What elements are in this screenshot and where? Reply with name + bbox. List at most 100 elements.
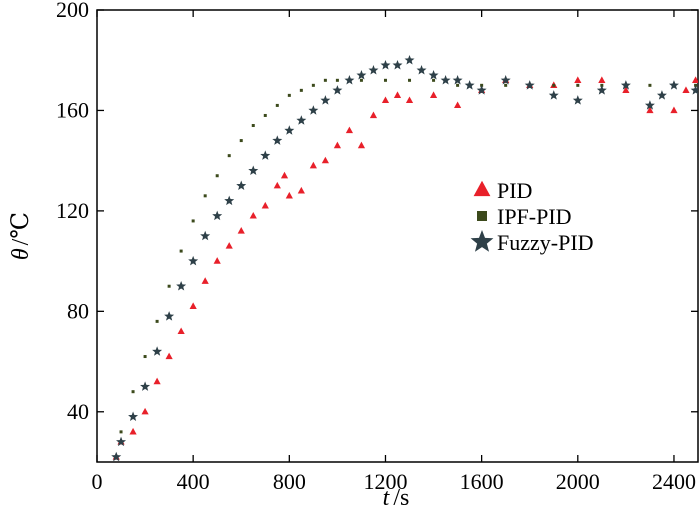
point-pid — [393, 91, 402, 99]
legend-label-pid: PID — [497, 178, 532, 203]
point-ipf-pid — [239, 139, 243, 143]
series-ipf-pid — [114, 78, 698, 459]
point-fuzzy-pid — [308, 105, 319, 115]
axis-ticks: 0 400 800 1200 1600 2000 2400 40 80 120 160 200 — [56, 0, 698, 494]
legend-marker-ipf-pid — [477, 211, 487, 221]
point-fuzzy-pid — [392, 59, 403, 70]
point-fuzzy-pid — [152, 346, 163, 356]
point-fuzzy-pid — [524, 80, 535, 90]
y-tick-label: 120 — [56, 198, 89, 223]
point-pid — [201, 277, 209, 284]
point-ipf-pid — [648, 83, 652, 87]
point-pid — [321, 156, 329, 164]
point-ipf-pid — [504, 83, 508, 87]
point-ipf-pid — [576, 83, 580, 87]
point-fuzzy-pid — [428, 70, 439, 80]
point-pid — [345, 126, 354, 134]
point-fuzzy-pid — [188, 255, 199, 266]
point-fuzzy-pid — [416, 65, 427, 75]
point-ipf-pid — [299, 88, 303, 92]
point-pid — [213, 257, 221, 264]
point-fuzzy-pid — [368, 65, 379, 75]
y-axis-label: θ /℃ — [8, 212, 34, 260]
point-fuzzy-pid — [620, 80, 631, 90]
point-fuzzy-pid — [260, 150, 271, 160]
point-fuzzy-pid — [128, 411, 139, 422]
point-fuzzy-pid — [272, 135, 283, 145]
point-ipf-pid — [191, 219, 195, 223]
point-fuzzy-pid — [236, 180, 247, 191]
point-pid — [237, 227, 245, 234]
x-tick-label: 1600 — [460, 469, 504, 494]
point-ipf-pid — [408, 78, 412, 82]
point-ipf-pid — [335, 78, 339, 82]
point-ipf-pid — [155, 319, 159, 323]
plot-frame — [96, 9, 699, 463]
point-ipf-pid — [251, 124, 255, 128]
point-pid — [598, 76, 606, 83]
y-axis-variable: θ — [8, 248, 34, 260]
point-pid — [670, 106, 678, 114]
point-fuzzy-pid — [656, 90, 667, 100]
point-pid — [357, 141, 366, 149]
point-ipf-pid — [275, 103, 279, 107]
point-ipf-pid — [203, 194, 207, 198]
point-pid — [429, 91, 438, 99]
point-pid — [285, 191, 293, 199]
point-fuzzy-pid — [476, 85, 487, 95]
point-pid — [646, 106, 654, 114]
point-fuzzy-pid — [500, 75, 511, 85]
point-fuzzy-pid — [116, 436, 127, 447]
point-ipf-pid — [383, 78, 387, 82]
legend-label-ipf-pid: IPF-PID — [497, 204, 572, 229]
point-fuzzy-pid — [356, 70, 367, 80]
point-fuzzy-pid — [296, 115, 307, 125]
point-fuzzy-pid — [284, 125, 295, 135]
point-fuzzy-pid — [668, 80, 679, 90]
point-pid — [225, 242, 233, 249]
point-pid — [333, 141, 341, 149]
point-ipf-pid — [167, 284, 171, 288]
x-tick-label: 0 — [92, 469, 103, 494]
point-ipf-pid — [311, 83, 315, 87]
point-pid — [381, 96, 390, 104]
legend-label-fuzzy-pid: Fuzzy-PID — [497, 230, 594, 255]
point-ipf-pid — [119, 430, 123, 434]
point-fuzzy-pid — [248, 165, 259, 175]
series-pid — [112, 76, 698, 460]
legend: PID IPF-PID Fuzzy-PID — [470, 178, 594, 255]
point-pid — [309, 161, 317, 169]
point-ipf-pid — [287, 93, 291, 97]
y-tick-label: 200 — [56, 0, 89, 22]
x-tick-label: 2400 — [652, 469, 696, 494]
point-fuzzy-pid — [464, 80, 475, 90]
point-pid — [189, 302, 197, 309]
point-fuzzy-pid — [200, 230, 211, 241]
y-tick-label: 80 — [67, 298, 89, 323]
x-tick-label: 800 — [273, 469, 306, 494]
point-ipf-pid — [456, 83, 460, 87]
point-fuzzy-pid — [572, 95, 583, 105]
point-pid — [249, 211, 257, 219]
point-fuzzy-pid — [440, 75, 451, 85]
point-fuzzy-pid — [344, 75, 355, 85]
legend-marker-fuzzy-pid — [470, 230, 494, 252]
point-ipf-pid — [179, 249, 183, 253]
point-fuzzy-pid — [596, 85, 607, 95]
series-fuzzy-pid — [111, 54, 698, 462]
point-ipf-pid — [143, 355, 147, 359]
point-fuzzy-pid — [320, 95, 331, 105]
point-pid — [691, 76, 698, 83]
point-pid — [682, 86, 690, 93]
point-fuzzy-pid — [176, 280, 187, 291]
x-tick-label: 400 — [177, 469, 210, 494]
point-fuzzy-pid — [140, 381, 151, 391]
point-pid — [454, 101, 462, 109]
point-ipf-pid — [131, 390, 135, 394]
point-fuzzy-pid — [690, 85, 698, 95]
point-ipf-pid — [359, 78, 363, 82]
y-axis-unit: /℃ — [8, 212, 34, 246]
point-fuzzy-pid — [164, 311, 175, 321]
point-pid — [177, 327, 185, 335]
